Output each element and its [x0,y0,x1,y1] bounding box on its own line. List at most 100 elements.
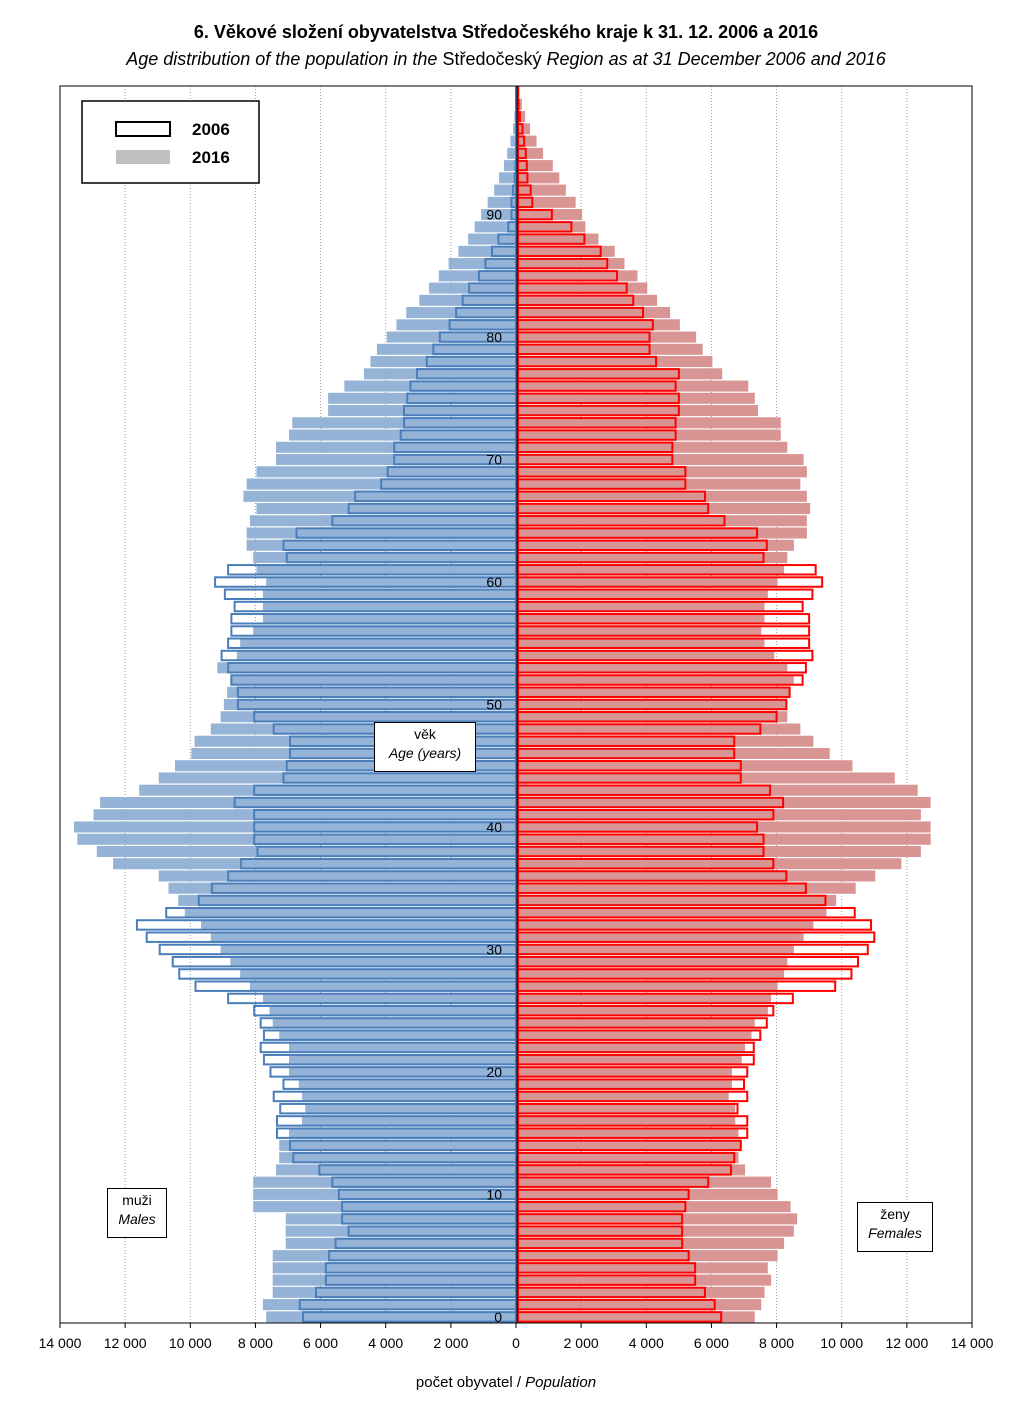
bar-female-2016 [517,331,697,343]
legend-label-2016: 2016 [192,148,230,167]
bar-male-2016 [507,147,517,159]
x-tick-label: 8 000 [759,1335,794,1351]
bar-female-2016 [517,956,788,968]
bar-female-2016 [517,147,544,159]
bar-male-2016 [113,858,517,870]
bar-female-2016 [517,747,830,760]
bar-female-2016 [517,1274,772,1286]
bar-female-2016 [517,1286,765,1298]
bar-female-2016 [517,686,791,698]
subtitle-region: Středočeský [442,49,542,69]
bar-female-2016 [517,1029,752,1041]
bar-female-2016 [517,1103,736,1115]
x-tick-label: 2 000 [564,1335,599,1351]
bar-male-2016 [266,1311,517,1323]
bar-female-2016 [517,172,560,184]
bar-female-2016 [517,1250,778,1262]
bar-female-2016 [517,845,921,857]
bar-male-2016 [289,1127,517,1139]
bar-male-2016 [363,368,517,380]
age-tick-label: 20 [486,1064,502,1080]
bar-female-2016 [517,1237,785,1249]
bar-male-2016 [305,1103,517,1115]
x-tick-label: 10 000 [820,1335,863,1351]
bar-male-2016 [487,196,517,208]
bar-male-2016 [370,356,517,368]
bar-female-2016 [517,1152,739,1164]
bar-male-2016 [272,1250,517,1262]
bar-female-2016 [517,1139,742,1151]
bar-female-2016 [517,405,759,417]
bar-female-2016 [517,1115,736,1127]
x-tick-label: 6 000 [694,1335,729,1351]
bar-male-2016 [139,784,517,796]
x-tick-label: 2 000 [433,1335,468,1351]
bar-female-2016 [517,490,807,502]
bar-female-2016 [517,1201,791,1213]
bar-male-2016 [100,796,517,809]
bar-male-2016 [272,1286,517,1298]
bar-male-2016 [429,282,517,294]
bar-male-2016 [246,527,517,539]
bar-female-2016 [517,184,566,196]
bar-male-2016 [285,1237,517,1249]
bar-female-2016 [517,552,788,564]
subtitle-prefix: Age distribution of the population in th… [126,49,438,69]
x-axis-label: počet obyvatel / Population [0,1374,1012,1391]
chart-subtitle: Age distribution of the population in th… [0,49,1012,70]
bar-male-2016 [230,956,517,968]
bar-male-2016 [494,184,517,196]
bar-male-2016 [262,613,517,625]
age-label-cz: věk [414,726,436,742]
bar-male-2016 [448,258,517,270]
bar-male-2016 [93,809,518,821]
bar-female-2016 [517,1213,798,1225]
bar-female-2016 [517,282,648,294]
age-tick-label: 30 [486,941,502,957]
bar-female-2016 [517,392,755,404]
bar-female-2016 [517,478,801,490]
bar-female-2016 [517,294,658,306]
bar-female-2016 [517,221,586,233]
bar-male-2016 [201,919,518,931]
x-axis-label-sep: / [512,1374,526,1391]
bar-female-2016 [517,919,814,931]
bar-male-2016 [289,1054,517,1066]
bar-female-2016 [517,343,703,355]
age-label-en: Age (years) [388,745,462,761]
bar-male-2016 [223,698,517,711]
bar-male-2016 [96,845,517,857]
age-axis-ticks: 0 10 20 30 40 50 60 70 80 90 [486,207,502,1325]
bar-female-2016 [517,1066,732,1078]
bar-male-2016 [386,331,517,343]
bar-female-2016 [517,233,599,245]
bar-male-2016 [217,662,518,674]
bar-male-2016 [194,735,518,747]
legend-swatch-2016 [116,150,170,164]
bar-male-2016 [168,882,517,894]
males-label-en: Males [118,1211,156,1227]
bar-female-2016 [517,454,804,466]
bar-male-2016 [376,343,517,355]
bar-female-2016 [517,882,856,894]
x-axis-label-en: Population [525,1374,597,1391]
bar-female-2016 [517,1127,739,1139]
bar-female-2016 [517,1225,794,1237]
bar-male-2016 [503,160,517,172]
bar-female-2016 [517,943,794,955]
age-tick-label: 0 [494,1309,502,1325]
bar-male-2016 [256,503,517,515]
age-tick-label: 70 [486,452,502,468]
bar-male-2016 [406,307,517,319]
bar-male-2016 [262,588,517,600]
bar-female-2016 [517,319,680,331]
legend-swatch-2006 [115,121,171,137]
bar-female-2016 [517,870,876,882]
bar-male-2016 [279,1139,517,1151]
age-tick-label: 90 [486,207,502,223]
females-label-box: ženy Females [857,1202,933,1252]
bar-male-2016 [285,1225,517,1237]
bar-female-2016 [517,931,804,943]
bar-male-2016 [474,221,517,233]
